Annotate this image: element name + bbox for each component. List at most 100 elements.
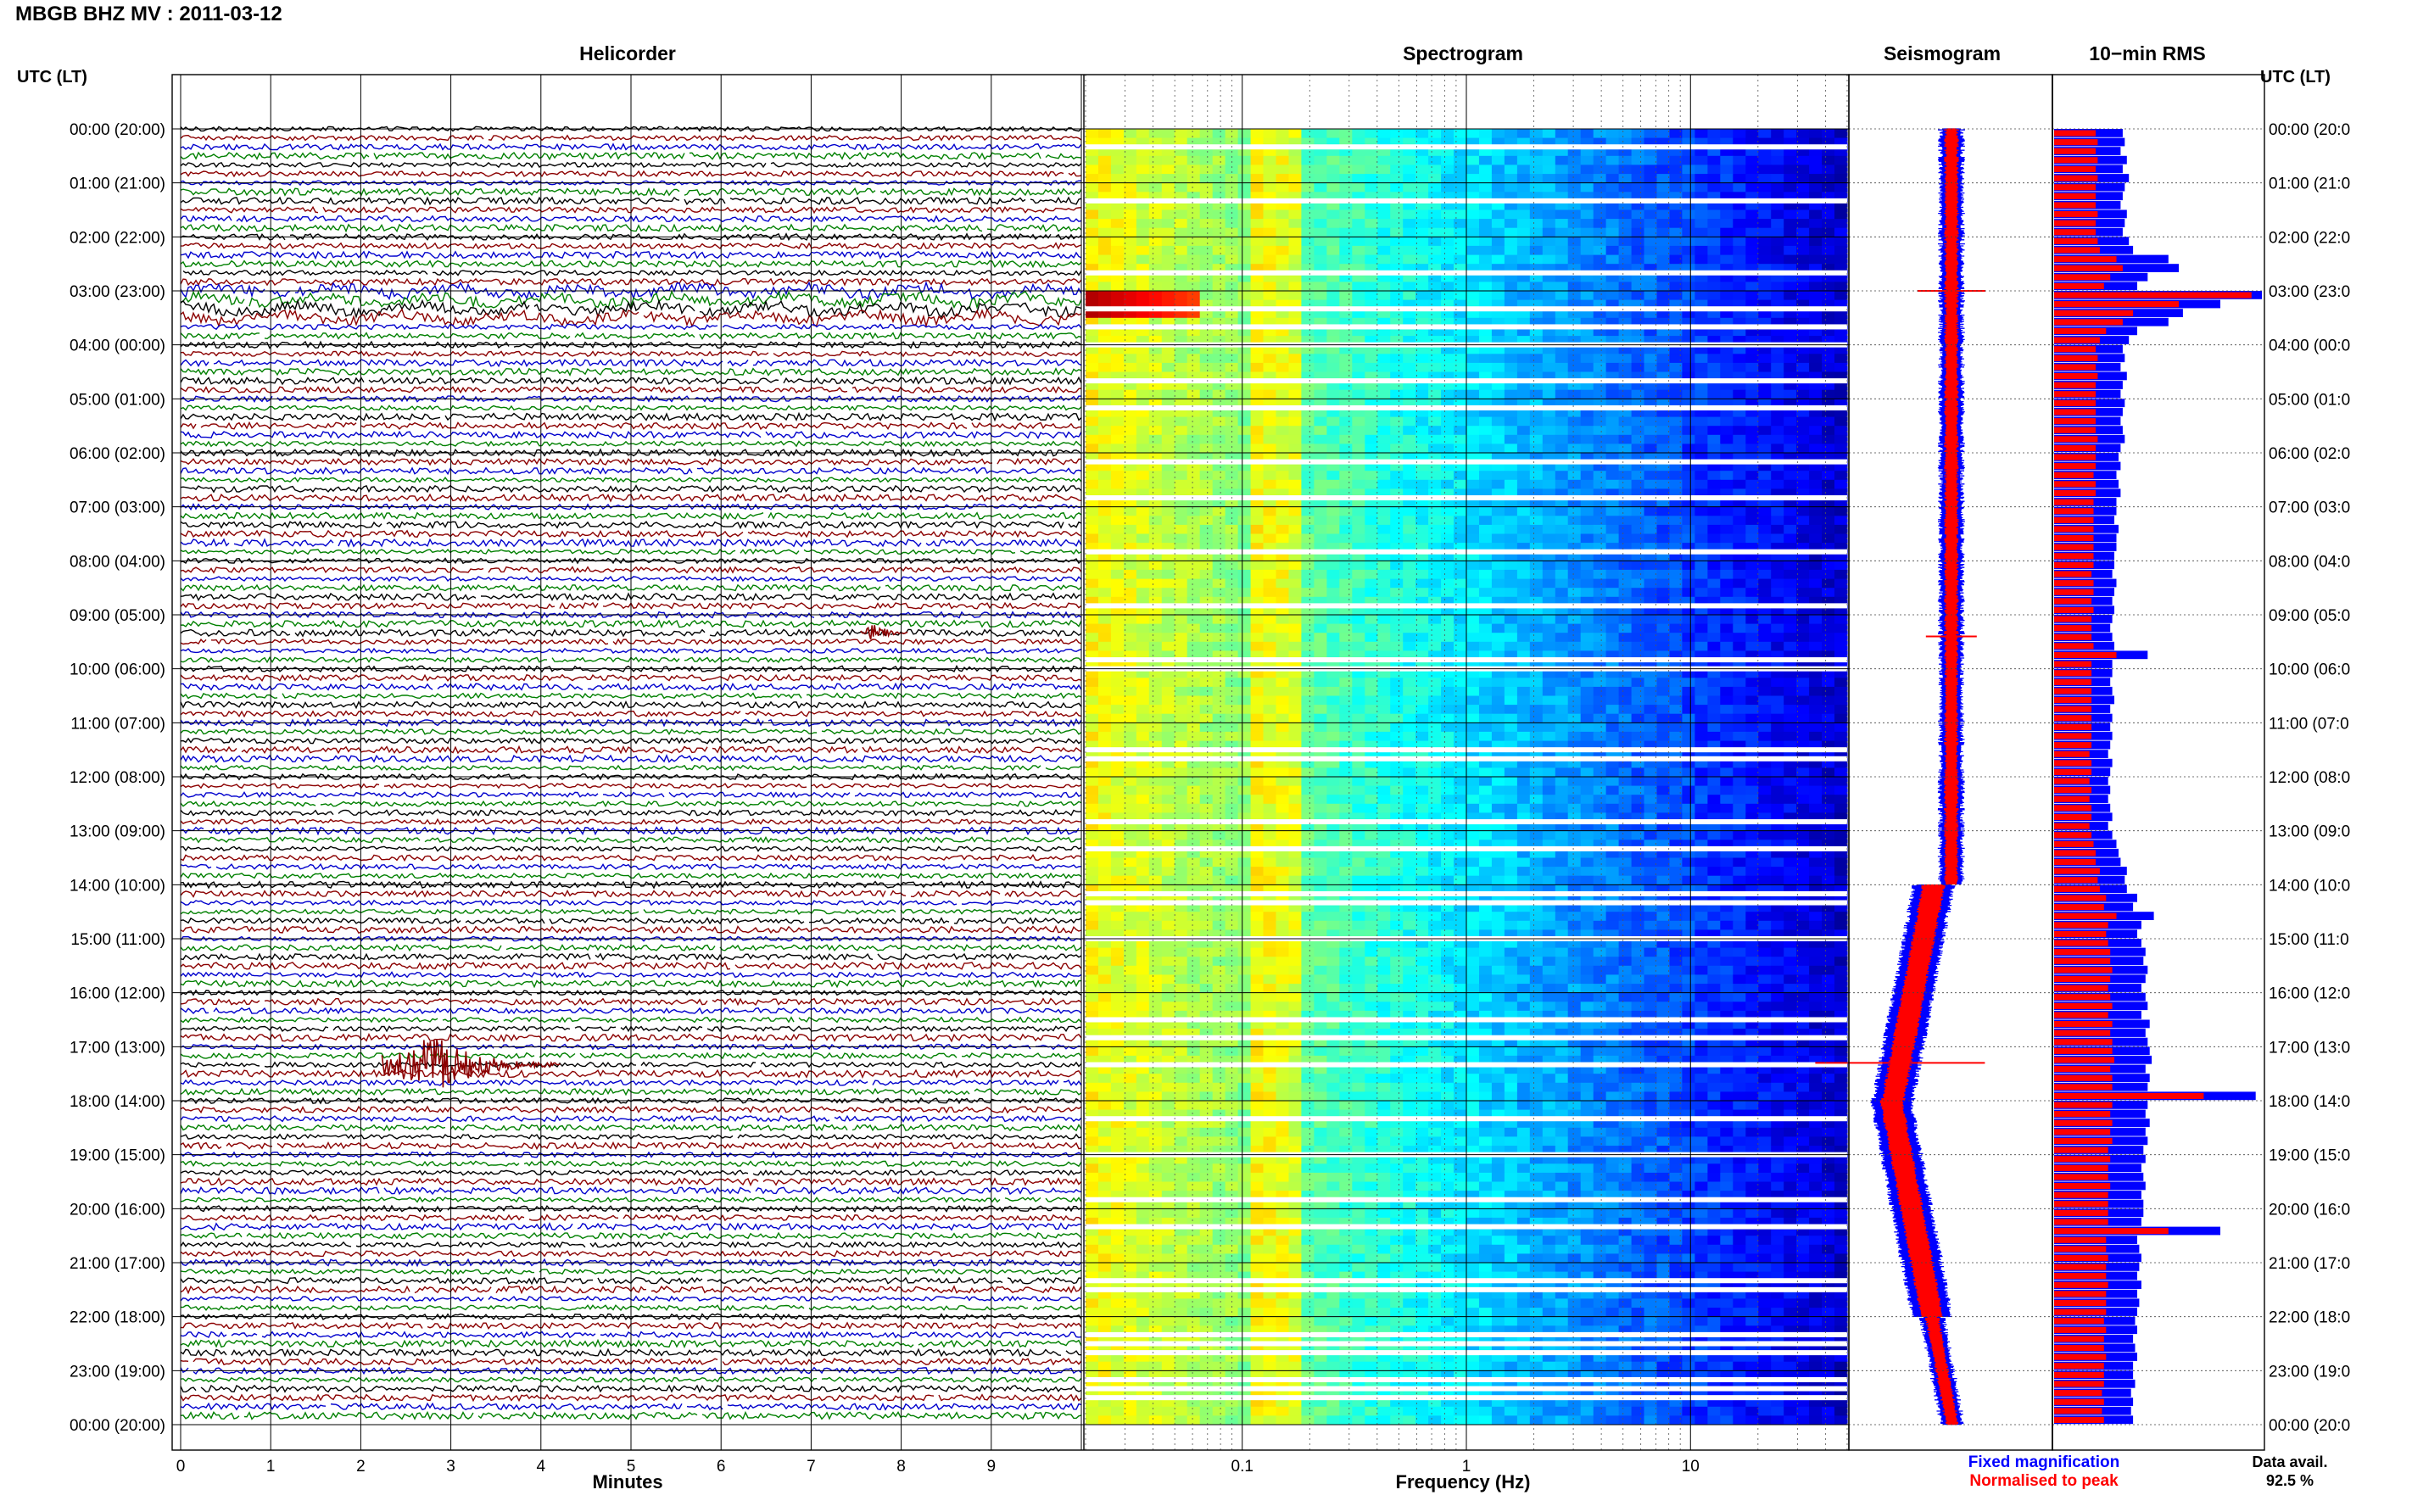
spectrogram-cell: [1365, 245, 1378, 255]
spectrogram-cell: [1403, 219, 1416, 229]
spectrogram-cell: [1771, 848, 1784, 858]
spectrogram-cell: [1529, 371, 1544, 382]
spectrogram-cell: [1707, 533, 1721, 544]
spectrogram-cell: [1529, 155, 1544, 165]
spectrogram-cell: [1466, 461, 1480, 471]
spectrogram-cell: [1479, 533, 1493, 544]
spectrogram-cell: [1263, 299, 1277, 310]
spectrogram-cell: [1618, 596, 1633, 606]
spectrogram-cell: [1796, 830, 1810, 840]
spectrogram-cell: [1415, 200, 1429, 210]
spectrogram-cell: [1682, 605, 1695, 616]
spectrogram-cell: [1631, 317, 1645, 327]
spectrogram-cell: [1771, 569, 1784, 579]
spectrogram-cell: [1733, 723, 1746, 733]
spectrogram-cell: [1276, 705, 1290, 715]
spectrogram-cell: [1403, 254, 1416, 265]
spectrogram-cell: [1428, 416, 1442, 427]
spectrogram-cell: [1695, 254, 1708, 265]
spectrogram-cell: [1161, 785, 1175, 795]
spectrogram-cell: [1390, 227, 1404, 237]
spectrogram-cell: [1403, 317, 1416, 327]
spectrogram-cell: [1086, 650, 1099, 661]
spectrogram-cell: [1555, 407, 1569, 417]
spectrogram-cell: [1250, 209, 1265, 220]
spectrogram-cell: [1529, 264, 1544, 274]
spectrogram-cell: [1086, 561, 1099, 571]
spectrogram-cell: [1491, 767, 1505, 778]
spectrogram-cell: [1745, 326, 1759, 337]
spectrogram-cell: [1516, 723, 1531, 733]
spectrogram-cell: [1555, 695, 1569, 706]
spectrogram-cell: [1276, 200, 1290, 210]
spectrogram-cell: [1555, 227, 1569, 237]
spectrogram-cell: [1720, 795, 1734, 805]
spectrogram-cell: [1479, 578, 1493, 589]
spectrogram-cell: [1276, 291, 1290, 301]
spectrogram-cell: [1516, 668, 1531, 678]
spectrogram-cell: [1174, 857, 1188, 868]
spectrogram-cell: [1263, 551, 1277, 561]
spectrogram-cell: [1733, 219, 1746, 229]
spectrogram-cell: [1593, 129, 1607, 139]
spectrogram-cell: [1669, 615, 1683, 625]
spectrogram-cell: [1567, 830, 1582, 840]
spectrogram-cell: [1276, 623, 1290, 633]
spectrogram-cell: [1276, 660, 1290, 670]
spectrogram-cell: [1314, 641, 1327, 651]
spectrogram-cell: [1796, 299, 1810, 310]
spectrogram-cell: [1263, 209, 1277, 220]
spectrogram-cell: [1098, 416, 1112, 427]
spectrogram-cell: [1148, 723, 1163, 733]
spectrogram-cell: [1136, 848, 1150, 858]
spectrogram-cell: [1618, 444, 1633, 454]
spectrogram-cell: [1466, 272, 1480, 282]
spectrogram-cell: [1580, 795, 1594, 805]
spectrogram-cell: [1796, 254, 1810, 265]
spectrogram-cell: [1504, 822, 1518, 832]
spectrogram-cell: [1466, 848, 1480, 858]
spectrogram-cell: [1123, 561, 1137, 571]
spectrogram-cell: [1199, 299, 1214, 310]
spectrogram-cell: [1212, 137, 1226, 148]
spectrogram-cell: [1758, 569, 1772, 579]
spectrogram-cell: [1454, 506, 1467, 516]
spectrogram-cell: [1263, 426, 1277, 436]
spectrogram-cell: [1148, 219, 1163, 229]
spectrogram-cell: [1136, 264, 1150, 274]
spectrogram-cell: [1707, 129, 1721, 139]
spectrogram-cell: [1237, 543, 1252, 553]
spectrogram-cell: [1720, 506, 1734, 516]
spectrogram-cell: [1593, 147, 1607, 157]
spectrogram-cell: [1542, 543, 1556, 553]
spectrogram-cell: [1415, 371, 1429, 382]
spectrogram-cell: [1567, 200, 1582, 210]
spectrogram-cell: [1644, 344, 1658, 354]
spectrogram-cell: [1720, 578, 1734, 589]
spectrogram-cell: [1212, 596, 1226, 606]
spectrogram-cell: [1377, 705, 1391, 715]
spectrogram-cell: [1390, 498, 1404, 508]
spectrogram-cell: [1516, 165, 1531, 175]
spectrogram-cell: [1288, 479, 1303, 489]
spectrogram-cell: [1504, 155, 1518, 165]
spectrogram-cell: [1542, 795, 1556, 805]
spectrogram-cell: [1466, 174, 1480, 184]
spectrogram-cell: [1098, 336, 1112, 346]
spectrogram-cell: [1212, 641, 1226, 651]
spectrogram-cell: [1314, 174, 1327, 184]
spectrogram-cell: [1631, 857, 1645, 868]
spectrogram-cell: [1491, 641, 1505, 651]
spectrogram-cell: [1136, 155, 1150, 165]
spectrogram-cell: [1212, 237, 1226, 247]
spectrogram-cell: [1809, 596, 1823, 606]
spectrogram-cell: [1161, 354, 1175, 364]
spectrogram-cell: [1771, 731, 1784, 741]
spectrogram-cell: [1771, 633, 1784, 643]
spectrogram-cell: [1669, 344, 1683, 354]
spectrogram-cell: [1276, 615, 1290, 625]
spectrogram-cell: [1809, 317, 1823, 327]
spectrogram-cell: [1454, 641, 1467, 651]
spectrogram-cell: [1491, 615, 1505, 625]
spectrogram-cell: [1339, 381, 1353, 391]
